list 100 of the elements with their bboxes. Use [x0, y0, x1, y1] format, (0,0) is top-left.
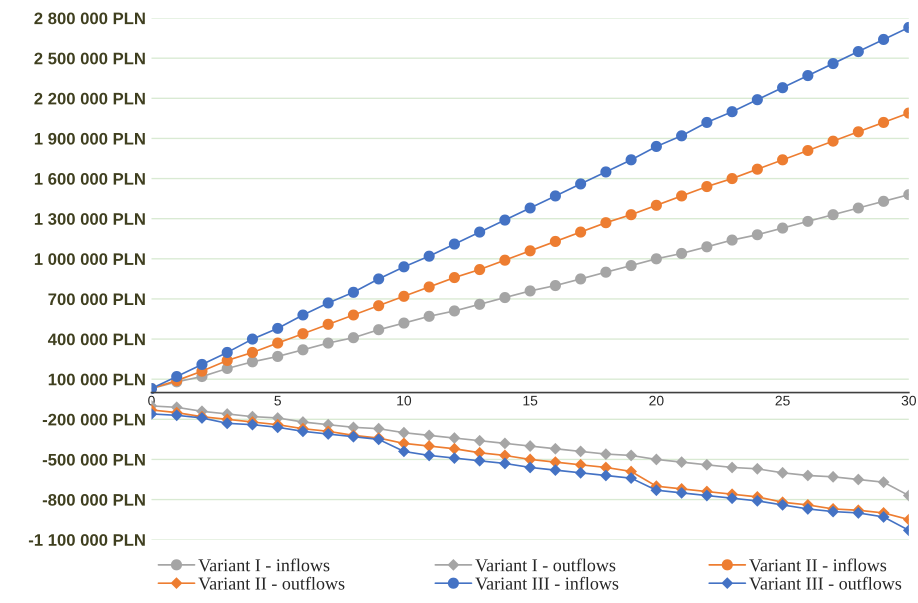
point: [474, 454, 486, 467]
point: [297, 328, 308, 340]
point: [600, 470, 612, 482]
point: [726, 106, 738, 118]
point: [878, 116, 890, 128]
point: [626, 209, 637, 220]
point: [221, 417, 234, 430]
point: [827, 470, 839, 483]
legend-label: Variant I - inflows: [198, 558, 330, 572]
point: [550, 236, 561, 247]
point: [222, 346, 233, 358]
point: [424, 250, 435, 262]
point: [348, 332, 359, 344]
point: [575, 273, 586, 284]
point: [701, 116, 712, 128]
point: [373, 273, 384, 284]
point: [322, 297, 334, 309]
point: [600, 166, 612, 178]
point: [802, 470, 814, 482]
point: [322, 428, 334, 440]
point: [626, 260, 637, 272]
point: [752, 164, 763, 175]
point: [398, 317, 410, 329]
point: [575, 226, 586, 238]
point: [701, 181, 712, 192]
x-tick-label: 20: [649, 396, 664, 406]
y-tick-label: 1 600 000 PLN: [34, 172, 145, 185]
point: [550, 190, 561, 202]
point: [474, 226, 486, 238]
point: [575, 178, 586, 190]
y-tick-label: -1 100 000 PLN: [28, 534, 145, 546]
x-tick-label: 10: [397, 396, 412, 406]
legend-label: Variant II - inflows: [749, 558, 886, 572]
legend-label: Variant III - inflows: [475, 576, 618, 590]
point: [776, 466, 788, 479]
point: [625, 450, 638, 462]
point: [802, 144, 814, 156]
point: [171, 370, 182, 382]
y-tick-label: 700 000 PLN: [48, 293, 145, 306]
point: [600, 217, 612, 228]
point: [448, 452, 460, 464]
point: [802, 70, 814, 82]
point: [448, 305, 460, 317]
y-tick-label: 1 300 000 PLN: [34, 213, 145, 225]
point: [828, 58, 839, 70]
point: [499, 438, 511, 450]
point: [196, 358, 208, 370]
y-tick-label: -500 000 PLN: [42, 454, 145, 466]
y-tick-label: 2 500 000 PLN: [34, 52, 145, 64]
point: [650, 253, 662, 264]
point: [752, 94, 763, 106]
point: [524, 440, 536, 452]
point: [878, 476, 890, 488]
point: [423, 440, 436, 452]
point: [852, 126, 864, 138]
point: [676, 248, 688, 260]
point: [297, 309, 308, 321]
point: [625, 472, 638, 484]
point: [524, 462, 536, 474]
legend-label: Variant I - outflows: [475, 558, 616, 572]
point: [650, 454, 662, 466]
point: [550, 464, 562, 476]
point: [726, 173, 738, 184]
point: [474, 298, 486, 310]
point: [524, 285, 536, 296]
point: [650, 484, 662, 496]
point: [852, 507, 864, 519]
point: [676, 486, 688, 499]
point: [676, 130, 688, 142]
point: [322, 338, 334, 349]
point: [448, 442, 460, 455]
point: [700, 490, 713, 502]
point: [246, 418, 258, 431]
point: [448, 238, 460, 250]
point: [474, 264, 486, 276]
point: [777, 82, 788, 94]
point: [828, 136, 839, 147]
y-tick-label: -200 000 PLN: [42, 414, 145, 426]
y-tick-label: 400 000 PLN: [48, 333, 145, 346]
point: [524, 202, 536, 214]
point: [297, 425, 309, 438]
point: [777, 154, 788, 166]
point: [852, 202, 864, 214]
point: [802, 503, 814, 515]
point: [852, 474, 864, 486]
point: [878, 34, 890, 46]
point: [878, 511, 890, 523]
y-tick-label: 2 200 000 PLN: [34, 92, 145, 105]
point: [600, 266, 612, 278]
point: [474, 434, 486, 447]
point: [600, 448, 612, 460]
point: [751, 462, 764, 475]
point: [751, 495, 764, 507]
point: [499, 214, 510, 226]
point: [574, 466, 587, 479]
y-tick-label: 1 900 000 PLN: [34, 132, 145, 145]
point: [752, 229, 763, 240]
point: [246, 356, 258, 368]
x-tick-label: 15: [523, 396, 538, 406]
point: [626, 154, 637, 166]
